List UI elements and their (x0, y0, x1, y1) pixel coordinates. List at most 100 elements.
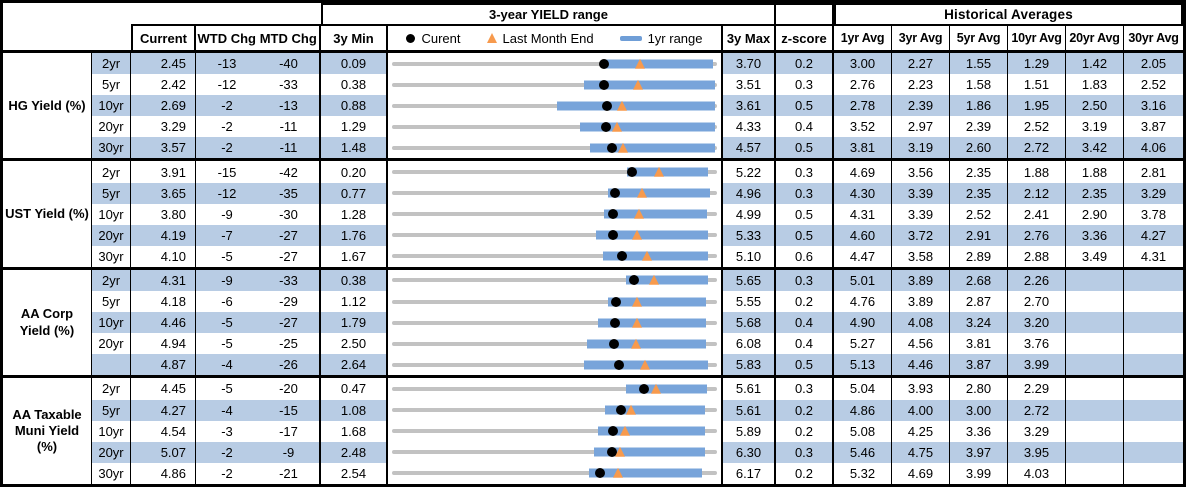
zscore-cell: 0.2 (776, 291, 834, 313)
3y-max-cell: 6.17 (723, 462, 776, 484)
mtd-chg-cell: -11 (258, 116, 321, 138)
3y-range-line (391, 278, 718, 283)
avg-cell: 4.46 (892, 354, 950, 376)
wtd-chg-cell: -12 (196, 182, 258, 204)
last-month-end-triangle-icon (626, 404, 637, 415)
current-cell: 4.94 (131, 333, 196, 355)
last-month-end-triangle-icon (632, 230, 643, 241)
avg-cell: 1.42 (1066, 53, 1124, 75)
zscore-cell: 0.4 (776, 116, 834, 138)
3y-range-line (391, 429, 718, 434)
wtd-chg-cell: -4 (196, 399, 258, 421)
avg-cell: 3.76 (1008, 333, 1066, 355)
avg-cell (1124, 421, 1183, 442)
3y-range-line (391, 450, 718, 455)
wtd-chg-cell: -5 (221, 248, 233, 264)
current-cell: 4.46 (131, 312, 196, 334)
block-rows: 2yr 4.31 -9 -33 0.38 5.65 0.3 5.01 3.89 … (92, 269, 1183, 376)
last-month-end-triangle-icon (634, 58, 645, 69)
current-dot-icon (610, 188, 621, 199)
wtd-chg-cell: -3 (221, 423, 233, 439)
avg-cell: 2.97 (892, 116, 950, 138)
table-row: 2yr 2.45 -13 -40 0.09 3.70 0.2 3.00 2.27… (92, 53, 1183, 75)
3y-range-line (391, 341, 718, 346)
1yr-range-bar (598, 426, 705, 436)
3y-range-line (391, 408, 718, 413)
wtd-chg-cell: -9 (196, 269, 258, 292)
tenor-cell: 5yr (92, 74, 131, 96)
range-chart-cell (388, 269, 723, 292)
avg-cell: 2.68 (950, 269, 1008, 292)
yield-group-block: AA Corp Yield (%) 2yr 4.31 -9 -33 0.38 5… (3, 266, 1183, 376)
3y-min-cell: 1.79 (321, 312, 388, 334)
3y-min-cell: 1.08 (321, 399, 388, 421)
range-chart-cell (388, 420, 723, 442)
avg-cell: 4.76 (834, 291, 892, 313)
avg-cell: 3.81 (950, 333, 1008, 355)
current-cell: 4.86 (131, 462, 196, 484)
1yr-range-bar (588, 468, 702, 478)
1yr-range-bar (627, 167, 708, 177)
avg-cell: 3.19 (892, 137, 950, 159)
current-cell: 4.19 (131, 224, 196, 246)
avg-cell: 3.16 (1124, 95, 1183, 117)
avg-cell (1066, 269, 1124, 292)
mtd-chg-cell: -26 (258, 354, 321, 376)
avg-cell (1066, 441, 1124, 463)
avg-cell: 1.58 (950, 74, 1008, 96)
avg-cell: 3.36 (950, 420, 1008, 442)
3y-min-cell: 0.47 (321, 378, 388, 400)
avg-cell: 3.95 (1008, 441, 1066, 463)
current-cell: 3.57 (131, 137, 196, 159)
3y-range-line (391, 254, 718, 259)
3y-max-cell: 5.68 (723, 312, 776, 334)
legend-1yr-range-label: 1yr range (647, 30, 703, 46)
block-rows: 2yr 2.45 -13 -40 0.09 3.70 0.2 3.00 2.27… (92, 53, 1183, 159)
3y-max-cell: 5.89 (723, 420, 776, 442)
avg-cell: 2.72 (1008, 137, 1066, 159)
col-header-wtd-mtd: WTD Chg MTD Chg (196, 24, 321, 50)
last-month-end-triangle-icon (612, 121, 623, 132)
current-dot-icon (600, 121, 611, 132)
current-cell: 5.07 (131, 441, 196, 463)
table-body: HG Yield (%) 2yr 2.45 -13 -40 0.09 3.70 … (3, 50, 1183, 484)
3y-max-cell: 5.55 (723, 291, 776, 313)
avg-cell: 2.50 (1066, 95, 1124, 117)
range-chart-cell (388, 224, 723, 246)
range-chart-cell (388, 245, 723, 267)
1yr-range-bar (557, 101, 715, 111)
mtd-chg-cell: -27 (258, 224, 321, 246)
avg-cell: 2.81 (1140, 164, 1167, 180)
avg-cell: 3.81 (834, 137, 892, 159)
table-row: 10yr 4.54 -3 -17 1.68 5.89 0.2 5.08 4.25… (92, 420, 1183, 442)
col-header-3y-min: 3y Min (321, 24, 388, 50)
avg-cell: 3.89 (892, 291, 950, 313)
tenor-cell: 30yr (92, 137, 131, 159)
3y-range-line (391, 82, 718, 87)
header-top-row: 3-year YIELD range Historical Averages (3, 3, 1183, 24)
zscore-cell: 0.2 (776, 420, 834, 442)
avg-cell: 3.52 (834, 116, 892, 138)
3y-range-line (391, 212, 718, 217)
last-month-end-triangle-icon (642, 251, 653, 262)
1yr-range-bar (584, 80, 715, 90)
last-month-end-triangle-icon (620, 425, 631, 436)
3y-min-cell: 1.48 (321, 137, 388, 159)
zscore-cell: 0.6 (776, 245, 834, 267)
mtd-chg-cell: -9 (258, 441, 321, 463)
avg-cell: 5.46 (834, 441, 892, 463)
range-chart-cell (388, 291, 723, 313)
zscore-cell: 0.2 (776, 399, 834, 421)
yield-group-block: HG Yield (%) 2yr 2.45 -13 -40 0.09 3.70 … (3, 50, 1183, 159)
legend-current-label: Curent (421, 30, 461, 46)
avg-cell: 1.55 (950, 53, 1008, 75)
mtd-chg-cell: -15 (258, 399, 321, 421)
table-row: 20yr 4.94 -5 -25 2.50 6.08 0.4 5.27 4.56… (92, 333, 1183, 355)
wtd-chg-cell: -2 (196, 137, 258, 159)
avg-cell: 4.31 (1140, 248, 1167, 264)
col-header-current: Current (131, 24, 196, 50)
zscore-cell: 0.5 (776, 203, 834, 225)
table-row: 30yr 4.10 -5 -27 1.67 5.10 0.6 4.47 3.58… (92, 245, 1183, 267)
current-dot-icon (608, 230, 619, 241)
avg-cell: 3.78 (1140, 206, 1167, 222)
